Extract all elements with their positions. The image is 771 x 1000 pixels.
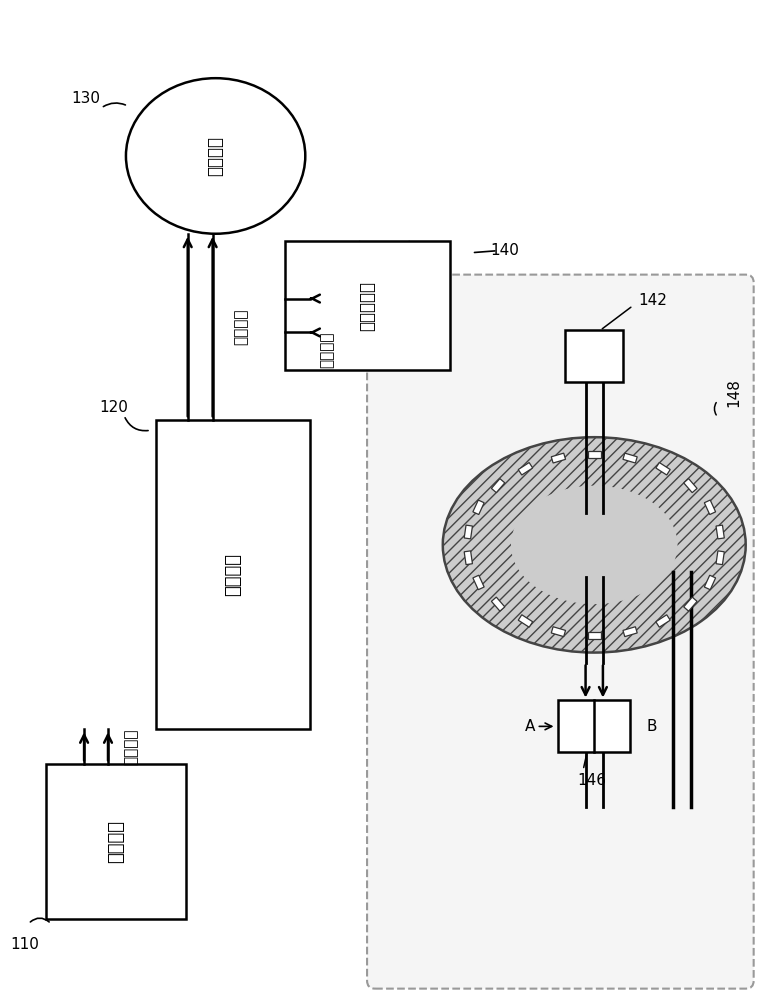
Text: 110: 110: [10, 937, 39, 952]
Text: 140: 140: [490, 243, 519, 258]
Bar: [656, 615, 670, 627]
Text: B: B: [647, 719, 658, 734]
Bar: [623, 627, 637, 637]
Text: 驱动脉冲: 驱动脉冲: [233, 309, 248, 345]
Bar: [565, 330, 623, 382]
Bar: [464, 551, 473, 565]
Bar: [518, 463, 533, 475]
Text: 120: 120: [99, 400, 129, 415]
Bar: [156, 420, 310, 729]
Text: 指令脉冲: 指令脉冲: [123, 729, 139, 765]
Bar: [716, 525, 724, 539]
Text: 146: 146: [577, 773, 607, 788]
Bar: [656, 463, 670, 475]
Bar: [464, 525, 473, 539]
Bar: [684, 479, 697, 493]
Bar: [558, 700, 630, 752]
FancyBboxPatch shape: [367, 275, 754, 989]
Bar: [684, 597, 697, 611]
Bar: [551, 627, 566, 637]
Text: 148: 148: [726, 378, 741, 407]
Text: 反馈脉冲: 反馈脉冲: [320, 331, 335, 368]
Bar: [588, 451, 601, 458]
Bar: [491, 597, 505, 611]
Text: 光电编码器: 光电编码器: [359, 281, 376, 331]
Bar: [473, 500, 484, 515]
Bar: [716, 551, 724, 565]
Bar: [46, 764, 186, 919]
Bar: [491, 479, 505, 493]
Bar: [705, 575, 715, 590]
Ellipse shape: [126, 78, 305, 234]
Text: 微控制器: 微控制器: [224, 553, 242, 596]
Text: 142: 142: [638, 293, 667, 308]
Bar: [588, 632, 601, 639]
Bar: [623, 453, 637, 463]
Bar: [473, 575, 484, 590]
Ellipse shape: [443, 437, 746, 653]
Text: 130: 130: [72, 91, 100, 106]
Ellipse shape: [511, 486, 678, 604]
Bar: [705, 500, 715, 515]
Text: 伺服马达: 伺服马达: [207, 136, 224, 176]
Text: 指令装置: 指令装置: [107, 820, 125, 863]
Bar: [551, 453, 566, 463]
Bar: [285, 241, 449, 370]
Text: A: A: [525, 719, 536, 734]
Bar: [518, 615, 533, 627]
